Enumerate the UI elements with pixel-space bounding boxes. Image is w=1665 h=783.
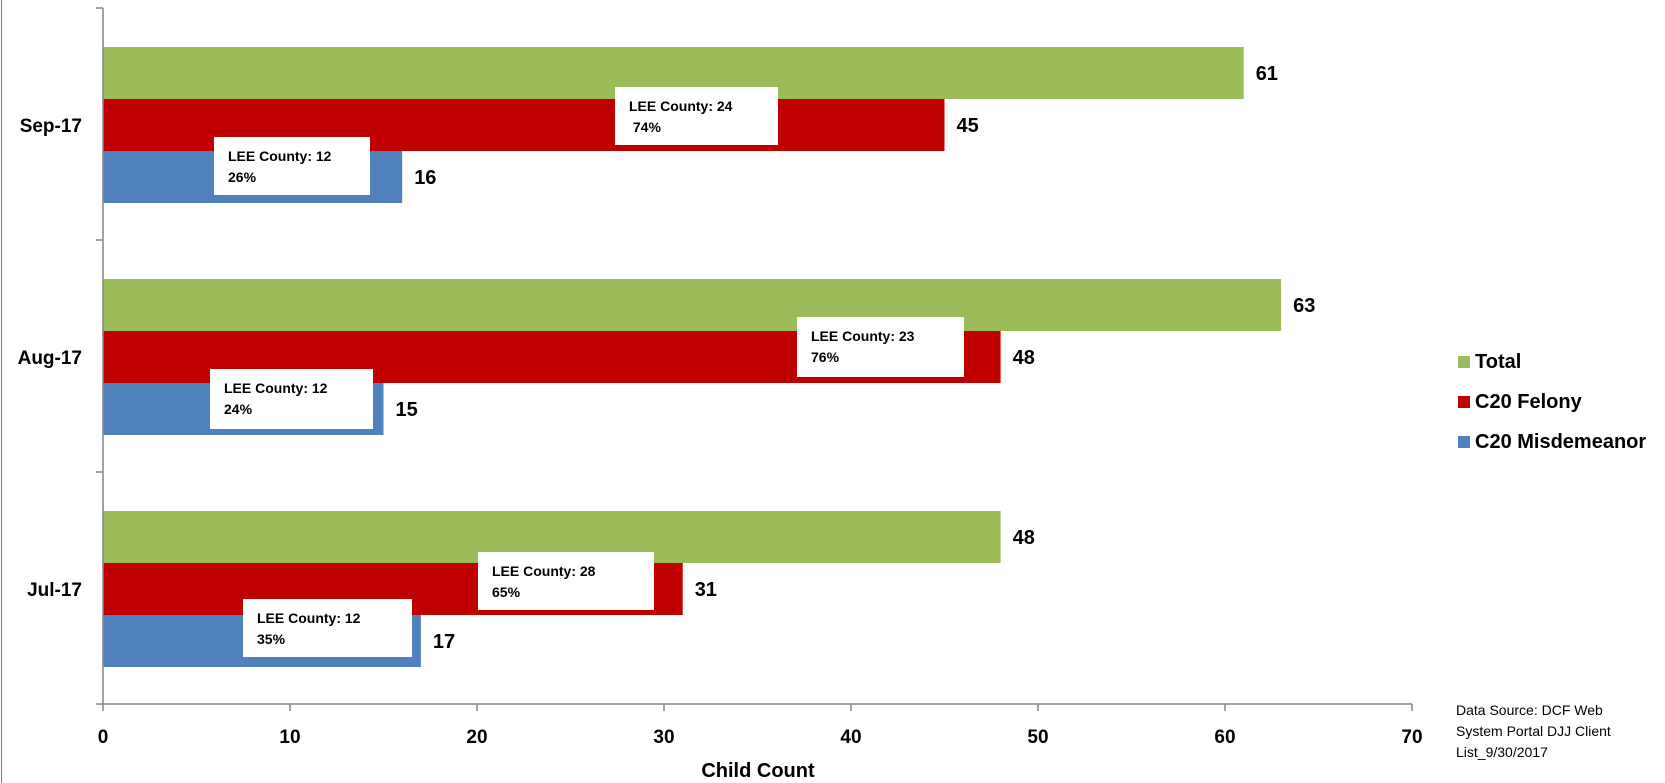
annotation-c20-misdemeanor-jul-17-line1: LEE County: 12 bbox=[257, 610, 361, 626]
value-label-c20-felony-aug-17: 48 bbox=[1013, 347, 1035, 369]
annotations-layer: LEE County: 24 74% LEE County: 12 26% LEE C… bbox=[210, 87, 964, 657]
legend-label-total: Total bbox=[1475, 350, 1522, 373]
annotation-c20-misdemeanor-sep-17-line1: LEE County: 12 bbox=[228, 148, 332, 164]
data-source-note: Data Source: DCF Web System Portal DJJ C… bbox=[1456, 702, 1611, 760]
x-axis-title: Child Count bbox=[701, 760, 815, 782]
legend-label-c20-felony: C20 Felony bbox=[1475, 390, 1582, 413]
x-tick-label-40: 40 bbox=[840, 727, 861, 748]
legend: Total C20 Felony C20 Misdemeanor bbox=[1458, 342, 1646, 462]
x-tick-label-0: 0 bbox=[98, 727, 109, 748]
annotation-c20-felony-jul-17-box bbox=[478, 552, 654, 610]
annotation-c20-misdemeanor-jul-17-box bbox=[243, 599, 412, 657]
legend-item-c20-felony: C20 Felony bbox=[1458, 382, 1646, 422]
value-label-c20-misdemeanor-aug-17: 15 bbox=[396, 399, 418, 421]
legend-item-total: Total bbox=[1458, 342, 1646, 382]
y-tick-label-aug-17: Aug-17 bbox=[18, 348, 82, 369]
annotation-c20-felony-aug-17-line2: 76% bbox=[811, 349, 840, 365]
annotation-c20-misdemeanor-aug-17-line1: LEE County: 12 bbox=[224, 380, 328, 396]
axes-layer: Sep-17 Aug-17 Jul-17 0 10 20 30 40 50 60 70 bbox=[18, 7, 1423, 748]
annotation-c20-misdemeanor-jul-17-line2: 35% bbox=[257, 631, 286, 647]
legend-swatch-total bbox=[1458, 356, 1470, 368]
legend-item-c20-misdemeanor: C20 Misdemeanor bbox=[1458, 422, 1646, 462]
annotation-c20-felony-jul-17-line1: LEE County: 28 bbox=[492, 563, 596, 579]
legend-swatch-c20-misdemeanor bbox=[1458, 436, 1470, 448]
value-label-c20-felony-jul-17: 31 bbox=[695, 579, 717, 601]
annotation-c20-felony-jul-17-line2: 65% bbox=[492, 584, 521, 600]
annotation-c20-felony-sep-17-line1: LEE County: 24 bbox=[629, 98, 733, 114]
annotation-c20-misdemeanor-sep-17-line2: 26% bbox=[228, 169, 257, 185]
x-tick-label-50: 50 bbox=[1027, 727, 1048, 748]
x-tick-label-20: 20 bbox=[466, 727, 487, 748]
annotation-c20-misdemeanor-aug-17-line2: 24% bbox=[224, 401, 253, 417]
value-label-total-sep-17: 61 bbox=[1256, 63, 1278, 85]
annotation-c20-felony-sep-17-box bbox=[615, 87, 778, 145]
annotation-c20-felony-sep-17-line2: 74% bbox=[629, 119, 661, 135]
value-label-total-aug-17: 63 bbox=[1293, 295, 1315, 317]
x-tick-label-70: 70 bbox=[1401, 727, 1422, 748]
annotation-c20-misdemeanor-sep-17-box bbox=[214, 137, 370, 195]
x-tick-label-60: 60 bbox=[1214, 727, 1235, 748]
y-tick-label-jul-17: Jul-17 bbox=[27, 580, 82, 601]
value-label-total-jul-17: 48 bbox=[1013, 527, 1035, 549]
legend-swatch-c20-felony bbox=[1458, 396, 1470, 408]
annotation-c20-misdemeanor-aug-17-box bbox=[210, 369, 373, 429]
value-label-c20-misdemeanor-sep-17: 16 bbox=[414, 167, 436, 189]
x-tick-label-10: 10 bbox=[279, 727, 300, 748]
value-label-c20-misdemeanor-jul-17: 17 bbox=[433, 631, 455, 653]
legend-label-c20-misdemeanor: C20 Misdemeanor bbox=[1475, 430, 1647, 453]
value-label-c20-felony-sep-17: 45 bbox=[957, 115, 979, 137]
bar-total-aug-17 bbox=[103, 279, 1282, 331]
x-tick-label-30: 30 bbox=[653, 727, 674, 748]
annotation-c20-felony-aug-17-line1: LEE County: 23 bbox=[811, 328, 915, 344]
annotation-c20-felony-aug-17-box bbox=[797, 317, 964, 377]
y-tick-label-sep-17: Sep-17 bbox=[20, 116, 82, 137]
